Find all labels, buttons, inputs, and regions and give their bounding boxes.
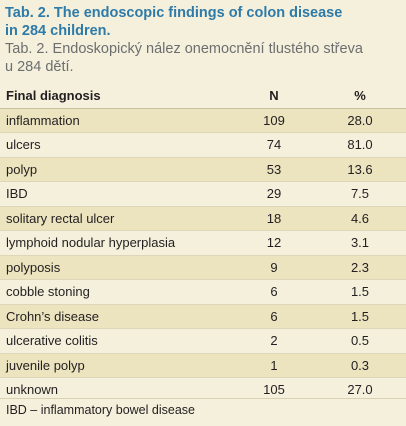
count-cell: 74 [234, 132, 314, 158]
count-cell: 6 [234, 279, 314, 305]
table-row: polyposis 9 2.3 [0, 255, 406, 280]
count-cell: 29 [234, 181, 314, 207]
caption-czech-line2: u 284 dětí. [5, 59, 74, 75]
header-percent: % [314, 84, 406, 109]
table-row: IBD 29 7.5 [0, 181, 406, 207]
percent-cell: 4.6 [314, 206, 406, 231]
header-final-diagnosis: Final diagnosis [0, 84, 234, 109]
percent-cell: 2.3 [314, 255, 406, 280]
caption-czech-line1: Tab. 2. Endoskopický nález onemocnění tl… [5, 41, 363, 57]
count-cell: 9 [234, 255, 314, 280]
table-row: lymphoid nodular hyperplasia 12 3.1 [0, 230, 406, 256]
percent-cell: 0.5 [314, 328, 406, 354]
diagnosis-cell: polyp [0, 157, 234, 182]
table-row: solitary rectal ulcer 18 4.6 [0, 206, 406, 231]
percent-cell: 27.0 [347, 382, 373, 398]
percent-cell: 81.0 [314, 132, 406, 158]
diagnosis-cell: ulcerative colitis [0, 328, 234, 354]
table-row: Crohn’s disease 6 1.5 [0, 304, 406, 329]
table-row: juvenile polyp 1 0.3 [0, 353, 406, 378]
table-row: polyp 53 13.6 [0, 157, 406, 182]
table-row: ulcers 74 81.0 [0, 132, 406, 158]
count-cell: 12 [234, 230, 314, 256]
diagnosis-cell: Crohn’s disease [0, 304, 234, 329]
count-cell: 18 [234, 206, 314, 231]
table-caption: Tab. 2. The endoscopic findings of colon… [5, 4, 401, 76]
diagnosis-cell: solitary rectal ulcer [0, 206, 234, 231]
percent-cell: 0.3 [314, 353, 406, 378]
diagnosis-cell: juvenile polyp [0, 353, 234, 378]
percent-cell: 13.6 [314, 157, 406, 182]
count-cell: 105 [263, 382, 285, 398]
header-n: N [234, 84, 314, 109]
table-row: unknown 105 27.0 [0, 377, 406, 402]
percent-cell: 1.5 [314, 279, 406, 305]
percent-cell: 28.0 [314, 108, 406, 133]
count-cell: 53 [234, 157, 314, 182]
diagnosis-cell: ulcers [0, 132, 234, 158]
diagnosis-cell: inflammation [0, 108, 234, 133]
table-row: ulcerative colitis 2 0.5 [0, 328, 406, 354]
footnote: IBD – inflammatory bowel disease [6, 403, 195, 417]
caption-english-line1: Tab. 2. The endoscopic findings of colon… [5, 5, 343, 21]
footnote-divider [0, 398, 406, 399]
diagnosis-cell: polyposis [0, 255, 234, 280]
diagnosis-cell: lymphoid nodular hyperplasia [0, 230, 234, 256]
diagnosis-cell: cobble stoning [0, 279, 234, 305]
percent-cell: 7.5 [314, 181, 406, 207]
count-cell: 1 [234, 353, 314, 378]
count-cell: 2 [234, 328, 314, 354]
percent-cell: 3.1 [314, 230, 406, 256]
percent-cell: 1.5 [314, 304, 406, 329]
findings-table: Final diagnosis N % inflammation 109 28.… [0, 84, 406, 402]
diagnosis-cell: unknown [6, 382, 59, 398]
table-row: cobble stoning 6 1.5 [0, 279, 406, 305]
table-row: inflammation 109 28.0 [0, 108, 406, 133]
diagnosis-cell: IBD [0, 181, 234, 207]
table-header-row: Final diagnosis N % [0, 84, 406, 109]
count-cell: 109 [234, 108, 314, 133]
count-cell: 6 [234, 304, 314, 329]
caption-english-line2: in 284 children. [5, 23, 111, 39]
